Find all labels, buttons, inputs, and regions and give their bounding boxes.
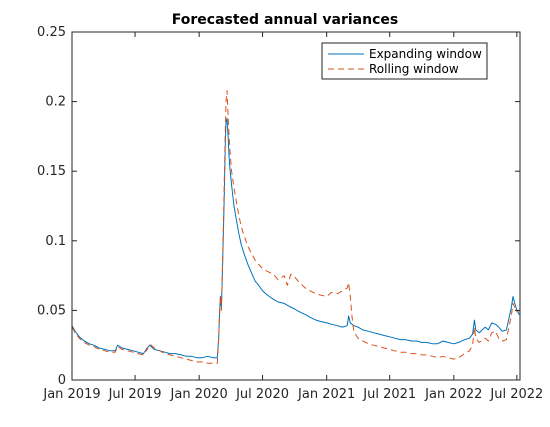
x-tick-label: Jan 2019: [42, 387, 100, 402]
x-tick-label: Jan 2020: [170, 387, 228, 402]
plot-area: [71, 90, 520, 364]
y-tick-label: 0.1: [45, 234, 66, 249]
x-tick-label: Jul 2020: [235, 387, 289, 402]
chart-title: Forecasted annual variances: [172, 12, 398, 28]
y-tick-label: 0.25: [37, 25, 66, 40]
y-tick-label: 0.05: [37, 303, 66, 318]
y-tick-label: 0.15: [37, 164, 66, 179]
x-tick-label: Jan 2021: [297, 387, 355, 402]
x-tick-label: Jul 2019: [108, 387, 162, 402]
series-line-expanding-window: [71, 117, 520, 359]
axes: 0 0.05 0.1 0.15 0.2 0.25 Jan 2019 Jul 2019 Jan 2…: [37, 25, 543, 402]
series-line-rolling-window: [71, 90, 520, 364]
axes-box: [71, 31, 521, 381]
legend-box: [321, 42, 488, 80]
x-tick-label: Jul 2021: [362, 387, 416, 402]
x-tick-label: Jan 2022: [424, 387, 482, 402]
legend-label-expanding-window: Expanding window: [369, 47, 482, 61]
legend-label-rolling-window: Rolling window: [369, 62, 459, 76]
y-tick-label: 0: [58, 373, 66, 388]
y-tick-label: 0.2: [45, 95, 66, 110]
x-tick-label: Jul 2022: [489, 387, 543, 402]
